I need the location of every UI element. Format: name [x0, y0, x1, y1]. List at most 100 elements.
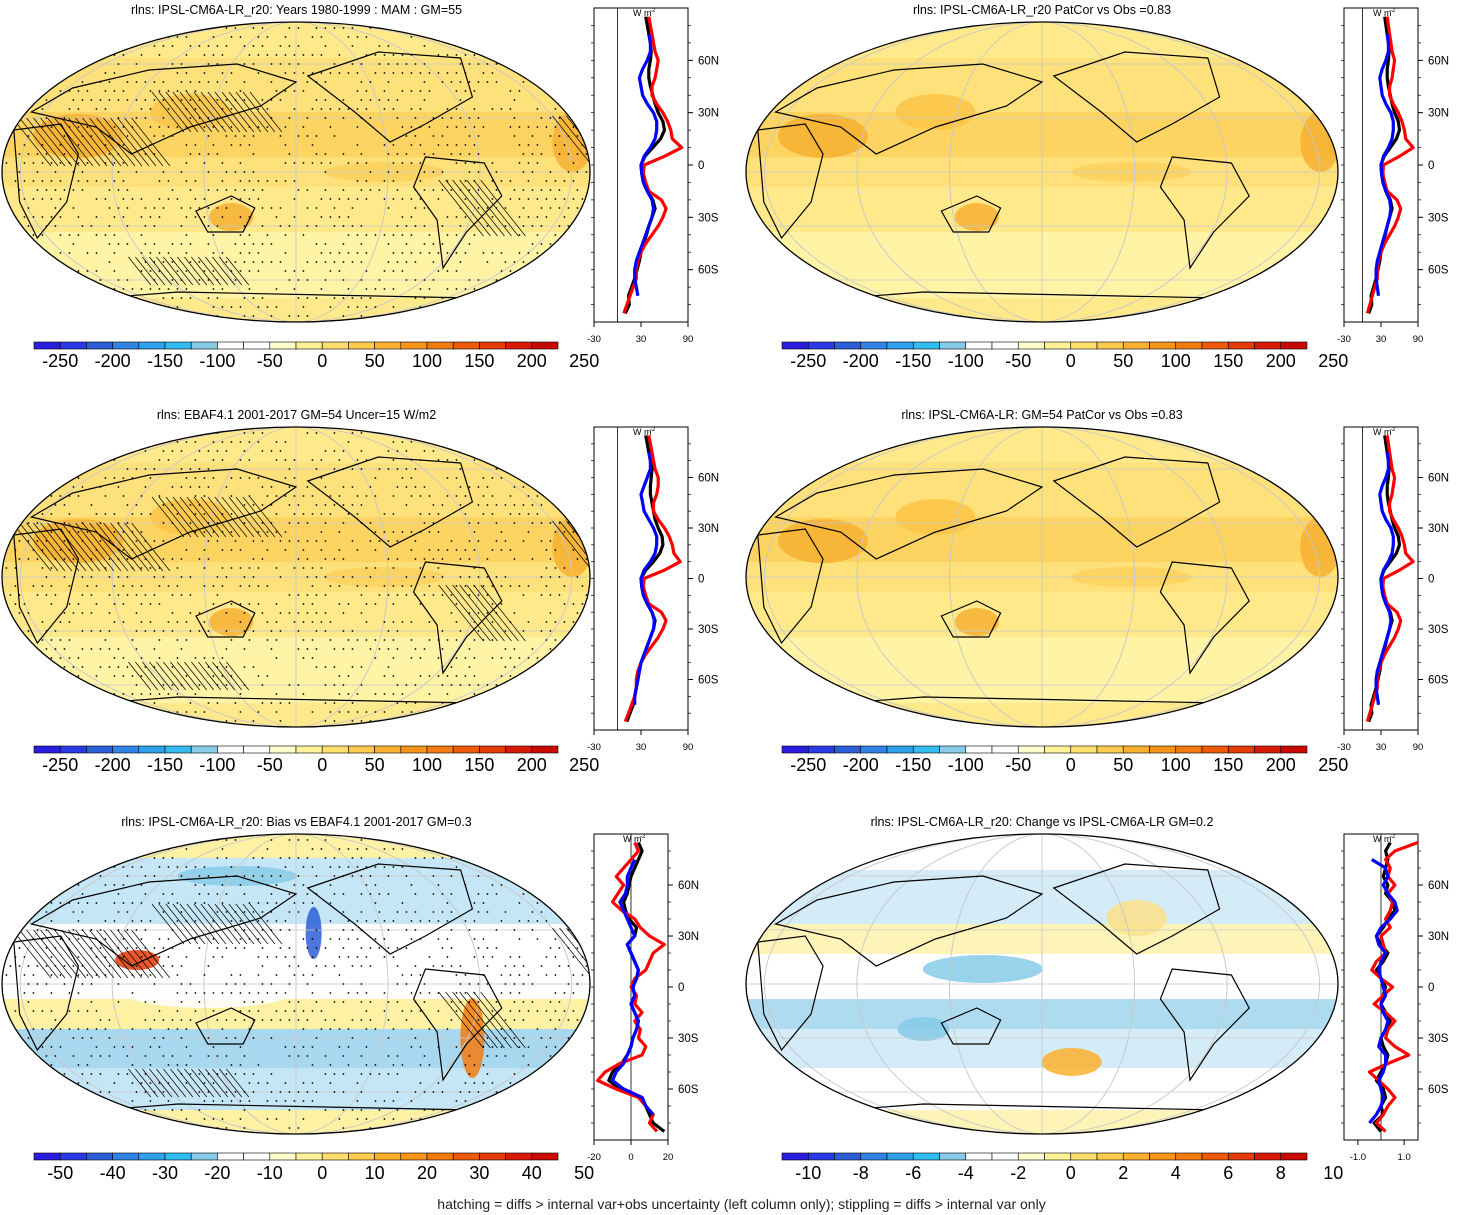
colorbar-swatch [321, 341, 349, 350]
colorbar-tick-label: -150 [895, 755, 931, 775]
colorbar: -250 -200 -150 -100 -50 0 50 100 150 200 250 [781, 745, 1348, 775]
coastline [940, 1007, 1002, 1045]
colorbar-swatch [1280, 745, 1308, 754]
colorbar-swatch [1017, 745, 1045, 754]
colorbar-swatch [505, 341, 533, 350]
colorbar-tick-label: -200 [95, 351, 131, 371]
y-tick-label: 60N [698, 473, 719, 485]
colorbar: -10 -8 -6 -4 -2 0 2 4 6 8 10 [781, 1152, 1343, 1183]
colorbar-swatch [112, 341, 140, 350]
colorbar-swatch [531, 745, 559, 754]
x-tick-label: 90 [683, 742, 694, 753]
colorbar-swatch [531, 341, 559, 350]
colorbar-tick-label: -250 [42, 755, 78, 775]
colorbar-swatch [860, 341, 888, 350]
colorbar-tick-label: 8 [1276, 1163, 1286, 1183]
colorbar-swatch [1044, 1152, 1072, 1161]
colorbar-tick-label: 100 [412, 351, 442, 371]
colorbar-swatch [479, 745, 506, 754]
colorbar-swatch [1201, 341, 1229, 350]
field-blob [777, 519, 868, 563]
colorbar-tick-label: -50 [257, 351, 283, 371]
colorbar-swatch [479, 341, 506, 350]
colorbar-tick-label: -150 [147, 351, 183, 371]
colorbar-swatch [321, 745, 349, 754]
x-tick-label: 20 [663, 1152, 674, 1163]
unit-exponent: -2 [1390, 8, 1396, 14]
colorbar-tick-label: 0 [1066, 755, 1076, 775]
map-field [2, 22, 590, 322]
colorbar-swatch [1227, 1152, 1255, 1161]
colorbar-tick-label: -50 [1005, 755, 1031, 775]
colorbar-swatch [138, 341, 166, 350]
y-tick-label: 60S [1428, 675, 1449, 687]
coastline [1052, 456, 1221, 548]
colorbar-swatch [1096, 1152, 1124, 1161]
coastline [195, 1007, 256, 1045]
colorbar-tick-label: 250 [1318, 351, 1348, 371]
field-blob [305, 907, 322, 959]
map-border [1, 426, 591, 728]
y-tick-label: 30S [698, 624, 719, 636]
colorbar-swatch [1096, 341, 1124, 350]
coastline [195, 195, 256, 233]
colorbar-swatch [426, 341, 454, 350]
colorbar-tick-label: 200 [517, 755, 547, 775]
colorbar-swatch [1070, 1152, 1098, 1161]
graticule [746, 834, 1338, 1134]
x-tick-label: 30 [1376, 334, 1387, 345]
coastline [757, 528, 824, 645]
zonal-series-line [1368, 858, 1399, 1125]
colorbar-swatch [1017, 341, 1045, 350]
map-field [746, 427, 1338, 727]
coastline [1159, 156, 1250, 270]
colorbar-swatch [1175, 745, 1203, 754]
colorbar-swatch [531, 1152, 559, 1161]
colorbar-tick-label: 10 [365, 1163, 385, 1183]
colorbar-swatch [269, 745, 297, 754]
colorbar-swatch [1280, 341, 1308, 350]
colorbar-swatch [400, 341, 428, 350]
colorbar-swatch [1044, 745, 1072, 754]
panel-model-right-1: rlns: IPSL-CM6A-LR_r20 PatCor vs Obs =0.… [742, 0, 1483, 395]
colorbar-swatch [1254, 745, 1282, 754]
zonal-series-line [1374, 452, 1395, 706]
world-map [745, 833, 1339, 1135]
colorbar-swatch [321, 1152, 349, 1161]
colorbar-swatch [807, 341, 835, 350]
colorbar-swatch [1175, 1152, 1203, 1161]
colorbar-swatch [834, 341, 862, 350]
panel-title: rlns: IPSL-CM6A-LR_r20 PatCor vs Obs =0.… [912, 3, 1172, 17]
colorbar-swatch [505, 745, 533, 754]
y-tick-label: 0 [1428, 160, 1434, 172]
x-tick-label: 1.0 [1398, 1152, 1411, 1163]
colorbar-swatch [243, 1152, 271, 1161]
panel-graphics: W m-2 60N 30N 0 30S 60S -30 30 90 -250 -200 -150 -10… [1, 7, 719, 371]
colorbar-tick-label: -30 [152, 1163, 178, 1183]
colorbar-swatch [781, 1152, 809, 1161]
zonal-series-line [596, 841, 666, 1133]
world-map [1, 833, 591, 1135]
colorbar-swatch [1227, 341, 1255, 350]
colorbar-swatch [807, 1152, 835, 1161]
colorbar-tick-label: -250 [790, 351, 826, 371]
colorbar-swatch [807, 745, 835, 754]
colorbar-tick-label: -100 [948, 755, 984, 775]
panel-bias-left-3: rlns: IPSL-CM6A-LR_r20: Bias vs EBAF4.1 … [0, 812, 740, 1192]
colorbar-swatch [112, 1152, 140, 1161]
colorbar-tick-label: -150 [895, 351, 931, 371]
colorbar-swatch [164, 1152, 192, 1161]
colorbar-tick-label: 10 [1323, 1163, 1343, 1183]
colorbar-swatch [1175, 341, 1203, 350]
x-tick-label: 90 [683, 334, 694, 345]
colorbar-tick-label: 20 [417, 1163, 437, 1183]
colorbar-tick-label: 50 [1113, 351, 1133, 371]
unit-exponent: -2 [650, 8, 656, 14]
y-tick-label: 60S [1428, 265, 1449, 277]
graticule [2, 427, 590, 727]
map-border [745, 426, 1339, 728]
x-tick-label: 30 [1376, 742, 1387, 753]
colorbar-swatch [164, 341, 192, 350]
colorbar-swatch [86, 341, 113, 350]
colorbar-tick-label: 150 [464, 351, 494, 371]
